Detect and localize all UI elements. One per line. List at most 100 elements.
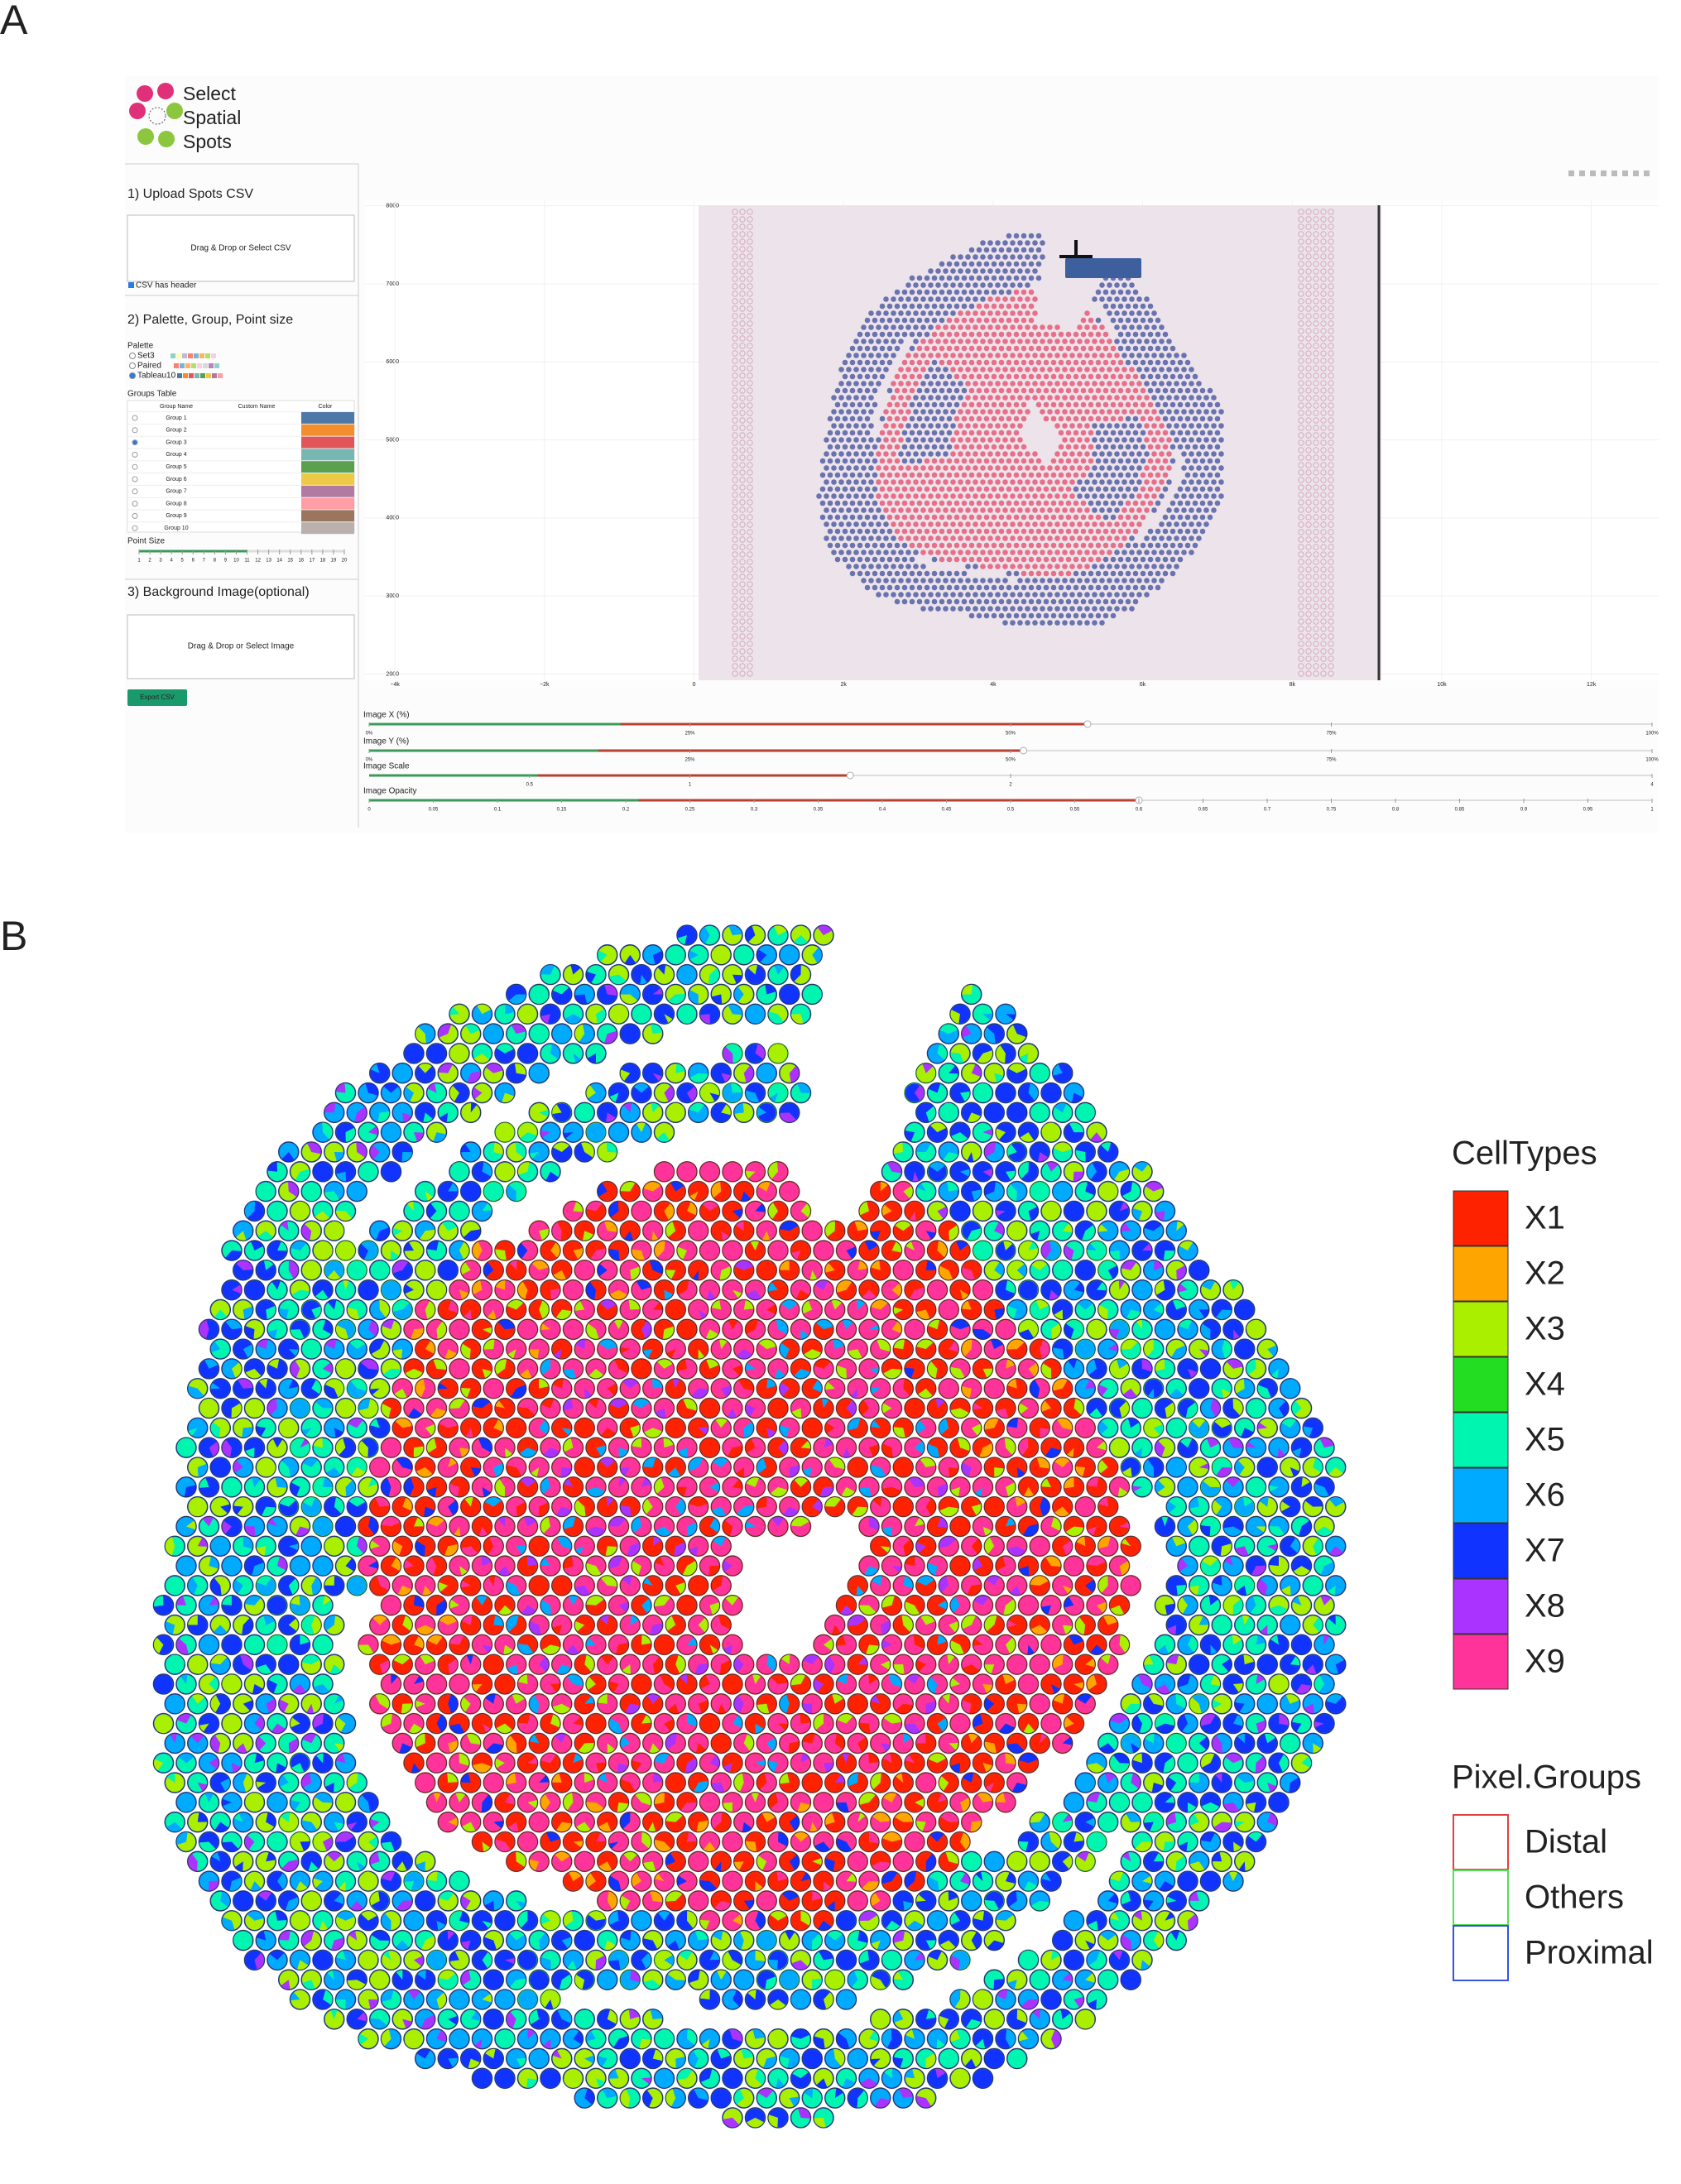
fiducial bbox=[1305, 216, 1312, 223]
tissue-dot bbox=[976, 444, 982, 450]
tissue-dot bbox=[1043, 612, 1049, 619]
tissue-dot bbox=[946, 303, 953, 310]
fiducial bbox=[747, 276, 753, 282]
tissue-dot bbox=[1065, 556, 1072, 563]
tissue-dot bbox=[976, 359, 982, 366]
slider-knob[interactable] bbox=[1020, 746, 1027, 755]
tissue-dot bbox=[1207, 387, 1213, 394]
tissue-dot bbox=[1047, 395, 1053, 401]
slider-knob[interactable] bbox=[846, 771, 854, 780]
tissue-dot bbox=[958, 254, 963, 260]
fiducial bbox=[747, 559, 753, 565]
tissue-dot bbox=[868, 395, 874, 401]
tissue-dot bbox=[827, 500, 833, 506]
tissue-dot bbox=[1010, 592, 1016, 598]
tissue-dot bbox=[849, 528, 856, 535]
tissue-dot bbox=[1192, 500, 1198, 506]
tissue-dot bbox=[864, 387, 871, 394]
radio[interactable] bbox=[132, 488, 138, 495]
tissue-dot bbox=[1025, 451, 1030, 457]
tissue-dot bbox=[1140, 514, 1146, 521]
spot-edge bbox=[767, 1082, 789, 1103]
tissue-dot bbox=[1092, 493, 1097, 499]
tissue-dot bbox=[1040, 395, 1045, 401]
tissue-dot bbox=[1121, 353, 1127, 358]
logo-dot bbox=[129, 103, 146, 119]
tissue-dot bbox=[1092, 381, 1097, 386]
tissue-dot bbox=[1129, 395, 1135, 401]
tissue-dot bbox=[1132, 345, 1139, 352]
tissue-dot bbox=[920, 353, 926, 358]
spot-edge bbox=[506, 1063, 527, 1084]
tissue-dot bbox=[968, 612, 975, 619]
fiducial bbox=[739, 253, 746, 260]
tissue-dot bbox=[861, 493, 867, 499]
tissue-dot bbox=[920, 606, 926, 612]
fiducial bbox=[1313, 536, 1319, 543]
tissue-dot bbox=[1095, 331, 1102, 338]
tissue-dot bbox=[1047, 535, 1053, 541]
tissue-dot bbox=[846, 493, 852, 499]
spot-slice bbox=[939, 1024, 958, 1034]
spot-edge bbox=[949, 1121, 971, 1143]
spot-edge bbox=[767, 1003, 789, 1025]
tissue-dot bbox=[1107, 507, 1112, 513]
spot-slice bbox=[1075, 1150, 1086, 1162]
tissue-dot bbox=[987, 437, 993, 443]
radio[interactable] bbox=[132, 476, 138, 482]
tissue-dot bbox=[1140, 317, 1146, 324]
slider-tick-label: 0.1 bbox=[494, 808, 502, 813]
spot-edge bbox=[631, 1082, 652, 1103]
fiducial bbox=[1320, 484, 1327, 491]
tissue-dot bbox=[1088, 345, 1094, 352]
spot-edge bbox=[767, 1043, 789, 1064]
spot-edge bbox=[312, 1121, 334, 1143]
fiducial bbox=[1320, 618, 1327, 625]
fiducial bbox=[1320, 238, 1327, 245]
tissue-dot bbox=[1184, 542, 1191, 549]
radio[interactable] bbox=[132, 439, 138, 446]
dropzone-text: Drag & Drop or Select Image bbox=[188, 642, 295, 651]
tissue-dot bbox=[1192, 401, 1198, 408]
spot-edge bbox=[608, 1003, 629, 1025]
tissue-dot bbox=[1107, 479, 1112, 485]
tissue-dot bbox=[953, 444, 960, 450]
csv-dropzone[interactable] bbox=[127, 214, 355, 282]
radio[interactable] bbox=[132, 501, 138, 507]
fiducial bbox=[732, 402, 738, 409]
tissue-dot bbox=[1092, 338, 1097, 344]
fiducial bbox=[1313, 320, 1319, 327]
tissue-dot bbox=[1214, 401, 1221, 408]
slider-tick-label: 25% bbox=[684, 758, 695, 763]
fiducial bbox=[1298, 298, 1304, 305]
tissue-dot bbox=[1002, 465, 1008, 471]
tissue-dot bbox=[1006, 486, 1012, 492]
fiducial bbox=[739, 328, 746, 334]
radio[interactable] bbox=[132, 451, 138, 458]
radio[interactable] bbox=[132, 512, 138, 519]
radio[interactable] bbox=[132, 463, 138, 470]
tissue-dot bbox=[1025, 310, 1030, 316]
image-dropzone[interactable] bbox=[127, 614, 355, 679]
tissue-dot bbox=[1117, 444, 1124, 450]
export-button[interactable] bbox=[127, 689, 187, 706]
slider-tick-label: 4 bbox=[170, 559, 173, 564]
tissue-dot bbox=[924, 289, 930, 295]
tissue-dot bbox=[939, 514, 945, 521]
slider-knob[interactable] bbox=[1083, 720, 1092, 728]
tissue-dot bbox=[1151, 324, 1157, 330]
logo-dot bbox=[148, 107, 166, 125]
radio[interactable] bbox=[132, 427, 138, 434]
tissue-dot bbox=[1125, 542, 1131, 549]
fiducial bbox=[747, 499, 753, 506]
spot-edge bbox=[801, 944, 823, 966]
tissue-dot bbox=[935, 296, 941, 302]
tissue-dot bbox=[946, 275, 953, 281]
tissue-dot bbox=[980, 324, 986, 330]
tissue-dot bbox=[1084, 395, 1090, 401]
radio[interactable] bbox=[132, 525, 138, 531]
radio[interactable] bbox=[132, 415, 138, 421]
tissue-dot bbox=[916, 472, 923, 478]
tissue-dot bbox=[883, 338, 889, 344]
fiducial bbox=[1298, 641, 1304, 647]
